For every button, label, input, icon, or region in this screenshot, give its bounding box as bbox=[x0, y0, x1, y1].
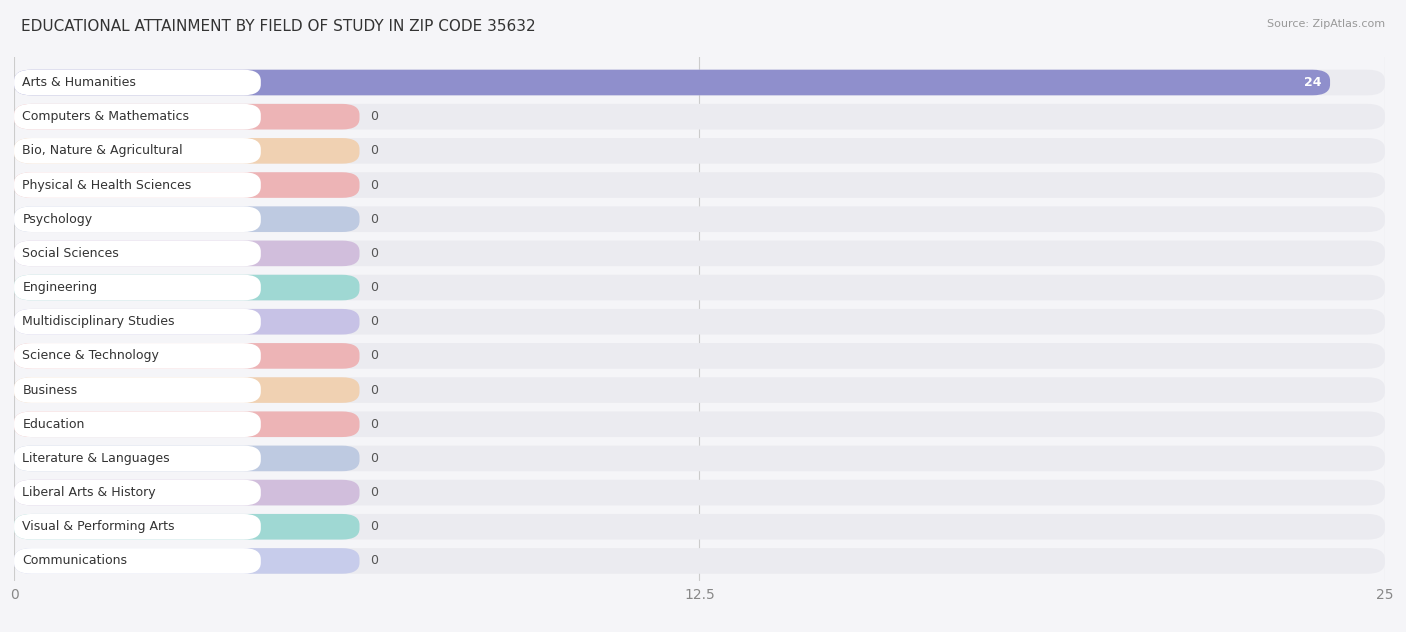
FancyBboxPatch shape bbox=[14, 446, 262, 471]
Text: 0: 0 bbox=[371, 178, 378, 191]
Text: 0: 0 bbox=[371, 554, 378, 568]
Text: 0: 0 bbox=[371, 144, 378, 157]
FancyBboxPatch shape bbox=[14, 411, 1385, 437]
FancyBboxPatch shape bbox=[14, 275, 262, 300]
FancyBboxPatch shape bbox=[14, 377, 262, 403]
Text: 0: 0 bbox=[371, 110, 378, 123]
FancyBboxPatch shape bbox=[14, 514, 1385, 540]
Text: 0: 0 bbox=[371, 452, 378, 465]
Text: Science & Technology: Science & Technology bbox=[22, 349, 159, 362]
Text: 0: 0 bbox=[371, 418, 378, 431]
FancyBboxPatch shape bbox=[14, 377, 360, 403]
FancyBboxPatch shape bbox=[14, 138, 360, 164]
Text: Source: ZipAtlas.com: Source: ZipAtlas.com bbox=[1267, 19, 1385, 29]
FancyBboxPatch shape bbox=[14, 275, 1385, 300]
Text: Communications: Communications bbox=[22, 554, 128, 568]
FancyBboxPatch shape bbox=[14, 411, 360, 437]
FancyBboxPatch shape bbox=[14, 207, 262, 232]
Text: Social Sciences: Social Sciences bbox=[22, 247, 120, 260]
FancyBboxPatch shape bbox=[14, 514, 262, 540]
Text: Psychology: Psychology bbox=[22, 213, 93, 226]
FancyBboxPatch shape bbox=[14, 138, 1385, 164]
FancyBboxPatch shape bbox=[14, 548, 360, 574]
FancyBboxPatch shape bbox=[14, 377, 1385, 403]
Text: Engineering: Engineering bbox=[22, 281, 97, 294]
Text: Arts & Humanities: Arts & Humanities bbox=[22, 76, 136, 89]
FancyBboxPatch shape bbox=[14, 70, 1385, 95]
FancyBboxPatch shape bbox=[14, 480, 360, 506]
FancyBboxPatch shape bbox=[14, 172, 360, 198]
FancyBboxPatch shape bbox=[14, 309, 360, 334]
Text: Liberal Arts & History: Liberal Arts & History bbox=[22, 486, 156, 499]
Text: Literature & Languages: Literature & Languages bbox=[22, 452, 170, 465]
FancyBboxPatch shape bbox=[14, 138, 262, 164]
Text: 0: 0 bbox=[371, 281, 378, 294]
Text: Computers & Mathematics: Computers & Mathematics bbox=[22, 110, 190, 123]
Text: 0: 0 bbox=[371, 213, 378, 226]
FancyBboxPatch shape bbox=[14, 241, 360, 266]
FancyBboxPatch shape bbox=[14, 548, 262, 574]
Text: Education: Education bbox=[22, 418, 84, 431]
FancyBboxPatch shape bbox=[14, 343, 1385, 368]
Text: Physical & Health Sciences: Physical & Health Sciences bbox=[22, 178, 191, 191]
FancyBboxPatch shape bbox=[14, 309, 262, 334]
Text: 0: 0 bbox=[371, 520, 378, 533]
Text: 0: 0 bbox=[371, 247, 378, 260]
FancyBboxPatch shape bbox=[14, 343, 360, 368]
Text: Visual & Performing Arts: Visual & Performing Arts bbox=[22, 520, 174, 533]
FancyBboxPatch shape bbox=[14, 207, 1385, 232]
FancyBboxPatch shape bbox=[14, 309, 1385, 334]
FancyBboxPatch shape bbox=[14, 241, 262, 266]
Text: 0: 0 bbox=[371, 349, 378, 362]
FancyBboxPatch shape bbox=[14, 446, 360, 471]
FancyBboxPatch shape bbox=[14, 480, 1385, 506]
FancyBboxPatch shape bbox=[14, 446, 1385, 471]
FancyBboxPatch shape bbox=[14, 275, 360, 300]
FancyBboxPatch shape bbox=[14, 480, 262, 506]
FancyBboxPatch shape bbox=[14, 411, 262, 437]
FancyBboxPatch shape bbox=[14, 207, 360, 232]
FancyBboxPatch shape bbox=[14, 104, 262, 130]
Text: 0: 0 bbox=[371, 486, 378, 499]
Text: 24: 24 bbox=[1305, 76, 1322, 89]
Text: Bio, Nature & Agricultural: Bio, Nature & Agricultural bbox=[22, 144, 183, 157]
FancyBboxPatch shape bbox=[14, 104, 360, 130]
Text: Business: Business bbox=[22, 384, 77, 396]
FancyBboxPatch shape bbox=[14, 343, 262, 368]
Text: 0: 0 bbox=[371, 315, 378, 328]
FancyBboxPatch shape bbox=[14, 514, 360, 540]
FancyBboxPatch shape bbox=[14, 70, 262, 95]
FancyBboxPatch shape bbox=[14, 241, 1385, 266]
FancyBboxPatch shape bbox=[14, 70, 1330, 95]
FancyBboxPatch shape bbox=[14, 548, 1385, 574]
Text: Multidisciplinary Studies: Multidisciplinary Studies bbox=[22, 315, 174, 328]
FancyBboxPatch shape bbox=[14, 172, 1385, 198]
FancyBboxPatch shape bbox=[14, 172, 262, 198]
Text: EDUCATIONAL ATTAINMENT BY FIELD OF STUDY IN ZIP CODE 35632: EDUCATIONAL ATTAINMENT BY FIELD OF STUDY… bbox=[21, 19, 536, 34]
Text: 0: 0 bbox=[371, 384, 378, 396]
FancyBboxPatch shape bbox=[14, 104, 1385, 130]
